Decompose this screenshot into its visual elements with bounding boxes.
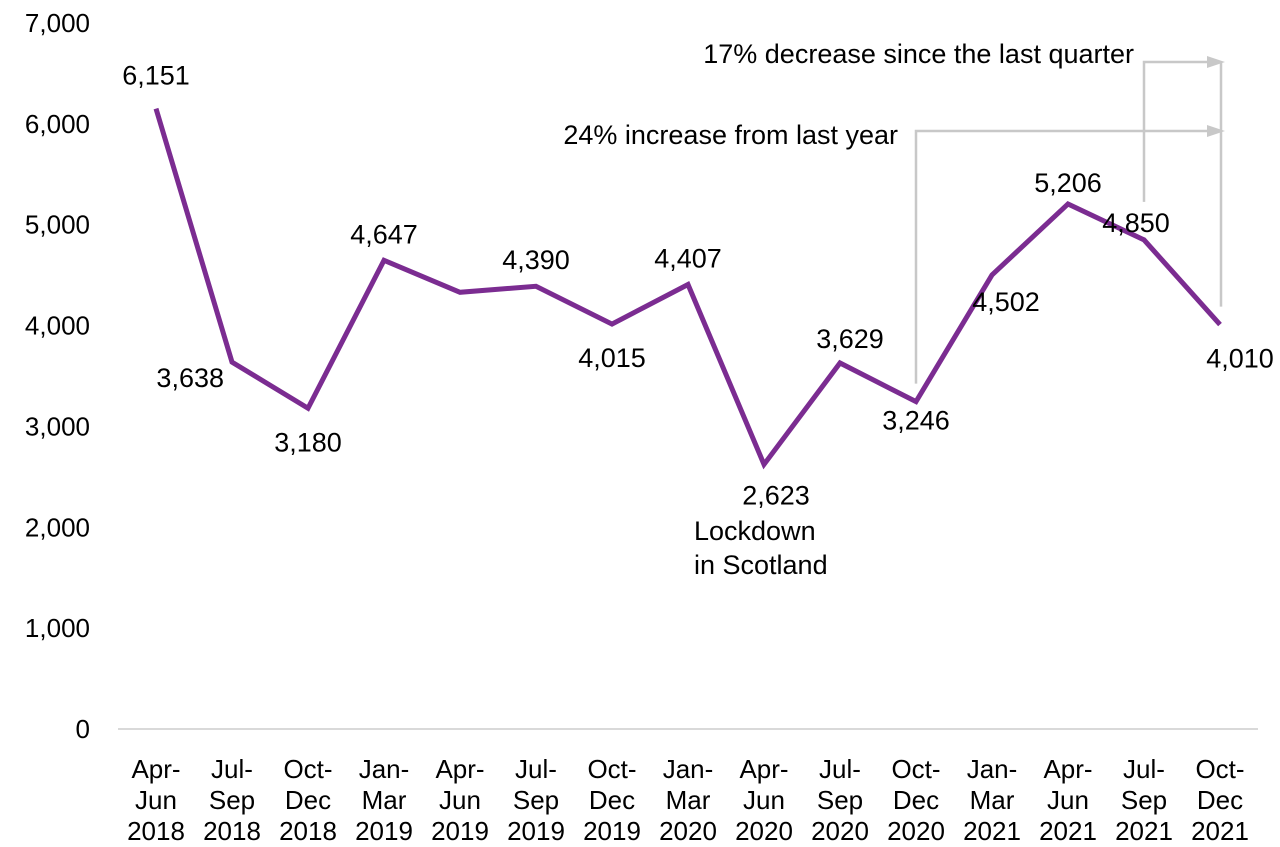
data-label: 4,647 bbox=[350, 219, 418, 249]
x-tick-label: Apr-Jun 2021 bbox=[1039, 754, 1097, 846]
lockdown-annotation: Lockdown in Scotland bbox=[694, 516, 828, 580]
quarter-change-connector bbox=[1142, 60, 1207, 202]
quarter-change-annotation: 17% decrease since the last quarter bbox=[703, 39, 1134, 69]
x-tick-label: Jan-Mar 2021 bbox=[963, 754, 1021, 846]
x-tick-label-line: Sep bbox=[513, 785, 559, 815]
x-tick-label-line: 2020 bbox=[659, 816, 717, 846]
x-tick-label-line: Sep bbox=[817, 785, 863, 815]
x-tick-label-line: Mar bbox=[362, 785, 407, 815]
y-tick-label: 0 bbox=[76, 714, 90, 744]
y-tick-label: 1,000 bbox=[25, 613, 90, 643]
x-tick-label-line: Jul- bbox=[515, 754, 557, 784]
data-labels: 6,151 3,638 3,180 4,647 4,390 4,015 4,407 2,623… bbox=[122, 61, 1274, 511]
x-tick-label: Apr-Jun 2018 bbox=[127, 754, 185, 846]
x-tick-label-line: 2019 bbox=[507, 816, 565, 846]
year-change-annotation: 24% increase from last year bbox=[563, 120, 898, 150]
x-tick-label-line: 2019 bbox=[355, 816, 413, 846]
y-tick-label: 7,000 bbox=[25, 8, 90, 38]
annotations: 24% increase from last year 17% decrease… bbox=[563, 39, 1225, 580]
x-tick-label-line: 2019 bbox=[431, 816, 489, 846]
x-tick-label-line: Jul- bbox=[819, 754, 861, 784]
data-label: 3,629 bbox=[816, 324, 884, 354]
x-tick-label-line: Dec bbox=[589, 785, 635, 815]
x-tick-label: Oct-Dec 2019 bbox=[583, 754, 641, 846]
x-tick-label: Jul-Sep 2018 bbox=[203, 754, 261, 846]
y-tick-label: 6,000 bbox=[25, 109, 90, 139]
x-tick-label-line: Jun bbox=[439, 785, 481, 815]
data-label: 4,390 bbox=[502, 245, 570, 275]
x-tick-label-line: 2021 bbox=[1191, 816, 1249, 846]
x-tick-label-line: Mar bbox=[666, 785, 711, 815]
x-tick-label-line: Jun bbox=[743, 785, 785, 815]
data-label: 3,246 bbox=[882, 406, 950, 436]
x-tick-label-line: 2019 bbox=[583, 816, 641, 846]
lockdown-annotation-line-2: in Scotland bbox=[694, 550, 828, 580]
x-tick-label-line: Oct- bbox=[891, 754, 940, 784]
data-label: 4,502 bbox=[972, 287, 1040, 317]
x-tick-label: Oct-Dec 2020 bbox=[887, 754, 945, 846]
x-tick-label-line: 2020 bbox=[811, 816, 869, 846]
x-tick-label-line: Oct- bbox=[283, 754, 332, 784]
x-tick-label-line: Jan- bbox=[359, 754, 410, 784]
quarter-change-arrowhead bbox=[1207, 56, 1225, 68]
x-tick-label: Jul-Sep 2019 bbox=[507, 754, 565, 846]
x-tick-label-line: 2018 bbox=[203, 816, 261, 846]
x-tick-label: Apr-Jun 2020 bbox=[735, 754, 793, 846]
x-tick-label-line: Jul- bbox=[1123, 754, 1165, 784]
x-tick-label-line: Jan- bbox=[663, 754, 714, 784]
lockdown-annotation-line-1: Lockdown bbox=[694, 516, 816, 546]
x-tick-label: Jan-Mar 2020 bbox=[659, 754, 717, 846]
x-tick-label-line: 2018 bbox=[279, 816, 337, 846]
x-tick-label-line: Oct- bbox=[587, 754, 636, 784]
x-tick-label: Apr-Jun 2019 bbox=[431, 754, 489, 846]
x-tick-label-line: 2021 bbox=[1115, 816, 1173, 846]
y-tick-label: 3,000 bbox=[25, 411, 90, 441]
year-change-arrowhead bbox=[1207, 125, 1225, 137]
data-label: 4,407 bbox=[654, 244, 722, 274]
x-tick-label-line: Apr- bbox=[1043, 754, 1092, 784]
data-label: 4,010 bbox=[1206, 344, 1274, 374]
x-tick-label-line: Jul- bbox=[211, 754, 253, 784]
x-tick-label-line: Dec bbox=[893, 785, 939, 815]
x-tick-label: Jul-Sep 2020 bbox=[811, 754, 869, 846]
x-tick-label-line: 2018 bbox=[127, 816, 185, 846]
data-label: 6,151 bbox=[122, 61, 190, 91]
data-label: 2,623 bbox=[742, 480, 810, 510]
x-tick-label-line: 2020 bbox=[735, 816, 793, 846]
x-tick-label-line: Dec bbox=[1197, 785, 1243, 815]
x-tick-label-line: Jan- bbox=[967, 754, 1018, 784]
year-change-connector bbox=[914, 62, 1223, 384]
data-label: 4,850 bbox=[1102, 208, 1170, 238]
y-tick-label: 4,000 bbox=[25, 311, 90, 341]
series-line bbox=[153, 107, 1222, 470]
x-tick-label-line: Jun bbox=[135, 785, 177, 815]
data-label: 3,180 bbox=[274, 427, 342, 457]
x-tick-label-line: Apr- bbox=[131, 754, 180, 784]
x-tick-label-line: Oct- bbox=[1195, 754, 1244, 784]
y-axis: 0 1,000 2,000 3,000 4,000 5,000 6,000 7,000 bbox=[25, 8, 90, 744]
data-label: 5,206 bbox=[1034, 168, 1102, 198]
x-tick-label-line: Jun bbox=[1047, 785, 1089, 815]
x-tick-label: Jul-Sep 2021 bbox=[1115, 754, 1173, 846]
x-tick-label-line: Apr- bbox=[739, 754, 788, 784]
x-tick-label: Jan-Mar 2019 bbox=[355, 754, 413, 846]
x-tick-label: Oct-Dec 2018 bbox=[279, 754, 337, 846]
x-tick-label-line: 2020 bbox=[887, 816, 945, 846]
data-label: 3,638 bbox=[156, 363, 224, 393]
x-tick-label-line: Apr- bbox=[435, 754, 484, 784]
data-label: 4,015 bbox=[578, 343, 646, 373]
x-tick-label: Oct-Dec 2021 bbox=[1191, 754, 1249, 846]
x-tick-label-line: 2021 bbox=[963, 816, 1021, 846]
x-tick-label-line: Mar bbox=[970, 785, 1015, 815]
y-tick-label: 5,000 bbox=[25, 210, 90, 240]
x-tick-label-line: Dec bbox=[285, 785, 331, 815]
x-tick-label-line: Sep bbox=[1121, 785, 1167, 815]
x-tick-label-line: 2021 bbox=[1039, 816, 1097, 846]
y-tick-label: 2,000 bbox=[25, 512, 90, 542]
x-tick-label-line: Sep bbox=[209, 785, 255, 815]
